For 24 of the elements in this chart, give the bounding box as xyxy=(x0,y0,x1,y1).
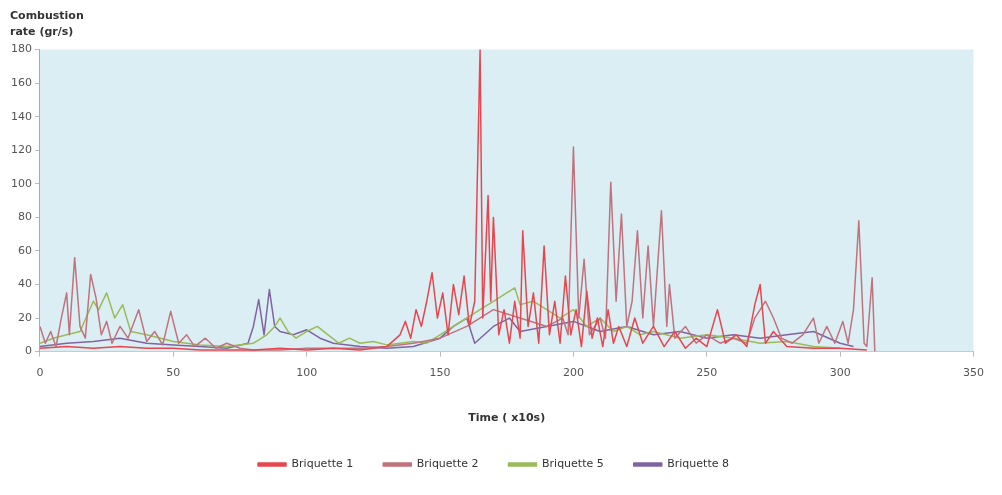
x-tick-label: 100 xyxy=(296,366,318,380)
y-tick-label: 140 xyxy=(11,109,32,123)
x-tick-label: 300 xyxy=(829,366,851,380)
x-tick-label: 150 xyxy=(429,366,451,380)
y-tick-label: 20 xyxy=(18,310,32,324)
x-tick-label: 50 xyxy=(166,366,181,380)
x-tick-label: 200 xyxy=(562,366,584,380)
y-tick-label: 180 xyxy=(11,42,32,56)
legend-label: Briquette 1 xyxy=(291,457,354,471)
legend-label: Briquette 2 xyxy=(416,457,479,471)
y-tick-label: 40 xyxy=(18,277,32,291)
y-tick-label: 100 xyxy=(11,176,32,190)
legend-label: Briquette 5 xyxy=(542,457,604,471)
y-tick-label: 160 xyxy=(11,76,32,90)
x-tick-label: 350 xyxy=(963,366,984,380)
y-tick-label: 60 xyxy=(18,243,32,257)
x-axis-title: Time ( x10s) xyxy=(468,411,546,425)
y-tick-label: 0 xyxy=(25,344,32,358)
x-tick-label: 250 xyxy=(696,366,718,380)
y-tick-label: 120 xyxy=(11,143,32,157)
y-tick-label: 80 xyxy=(18,210,32,224)
y-axis-title: Combustion rate (gr/s) xyxy=(10,8,85,40)
legend-label: Briquette 8 xyxy=(667,457,729,471)
x-tick-label: 0 xyxy=(36,366,44,380)
